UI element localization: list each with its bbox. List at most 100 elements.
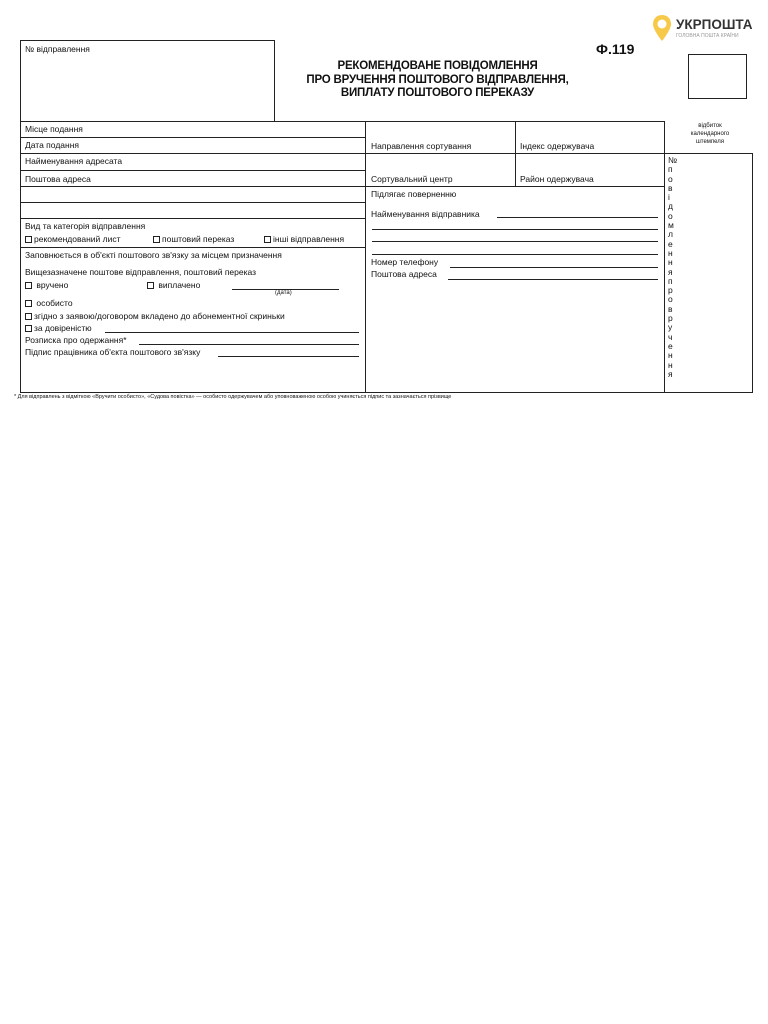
vertical-letter: е <box>668 340 673 351</box>
receipt-label: Розписка про одержання* <box>25 335 127 345</box>
title-line: ВИПЛАТУ ПОШТОВОГО ПЕРЕКАЗУ <box>340 87 535 99</box>
stamp-label: відбиток календарного штемпеля <box>670 122 750 146</box>
vertical-letter: у <box>668 322 673 333</box>
vertical-letter: п <box>668 164 673 175</box>
page-title: РЕКОМЕНДОВАНЕ ПОВІДОМЛЕННЯ ПРО ВРУЧЕННЯ … <box>260 60 615 101</box>
address-line-2[interactable] <box>20 186 366 203</box>
vertical-letter: о <box>668 294 673 305</box>
above-label: Вищезазначене поштове відправлення, пошт… <box>25 267 257 277</box>
sender-name-label: Найменування відправника <box>371 209 480 219</box>
checkbox-label: інші відправлення <box>273 234 345 244</box>
checkbox[interactable] <box>25 282 32 289</box>
stamp-label-line: відбиток <box>698 123 722 129</box>
shipment-number-label: № відправлення <box>25 44 90 54</box>
vertical-letter: о <box>668 210 673 221</box>
checkbox-label: за довіреністю <box>34 323 92 333</box>
date-input-line[interactable] <box>232 289 339 290</box>
date-field[interactable]: Дата подання <box>20 137 366 154</box>
proxy-input-line[interactable] <box>105 332 359 333</box>
checkbox-label: вручено <box>36 280 69 290</box>
vertical-letter: я <box>668 266 673 277</box>
checkbox-label: згідно з заявою/договором вкладено до аб… <box>34 311 285 321</box>
vertical-letter: д <box>668 201 673 212</box>
checkbox[interactable] <box>25 325 32 332</box>
vertical-letter: м <box>668 220 674 231</box>
return-label: Підлягає поверненню <box>371 189 457 199</box>
checkbox-label: особисто <box>36 298 73 308</box>
sort-center-label: Сортувальний центр <box>371 174 453 184</box>
phone-input-line[interactable] <box>450 267 658 268</box>
vertical-letter: н <box>668 350 673 361</box>
receipt-input-line[interactable] <box>139 344 359 345</box>
category-registered-letter[interactable]: рекомендований лист <box>25 234 121 244</box>
checkbox[interactable] <box>25 313 32 320</box>
stamp-label-line: штемпеля <box>695 139 725 145</box>
personally-checkbox[interactable]: особисто <box>25 298 73 308</box>
sort-direction-label: Направлення сортування <box>371 141 472 151</box>
address-field[interactable]: Поштова адреса <box>20 170 366 187</box>
category-postal-transfer[interactable]: поштовий переказ <box>153 234 234 244</box>
vertical-letter: в <box>668 303 673 314</box>
checkbox[interactable] <box>25 236 32 243</box>
date-label: Дата подання <box>25 140 80 150</box>
sender-address-line[interactable] <box>448 279 658 280</box>
checkbox[interactable] <box>153 236 160 243</box>
sender-name-line-3[interactable] <box>372 241 658 242</box>
title-line: РЕКОМЕНДОВАНЕ ПОВІДОМЛЕННЯ <box>337 60 538 72</box>
shipment-number-field[interactable]: № відправлення <box>20 40 275 122</box>
checkbox-label: виплачено <box>158 280 201 290</box>
delivered-checkbox[interactable]: вручено <box>25 280 68 290</box>
vertical-letter: № <box>668 155 678 165</box>
vertical-letter: і <box>668 192 670 203</box>
proxy-checkbox[interactable]: за довіреністю <box>25 323 92 333</box>
address-line-3[interactable] <box>20 202 366 219</box>
stamp-placeholder-box <box>688 54 747 99</box>
vertical-letter: ч <box>668 331 673 342</box>
sender-name-line-2[interactable] <box>372 229 658 230</box>
vertical-letter: п <box>668 275 673 286</box>
destination-section: Заповнюється в об'єкті поштового зв'язку… <box>20 247 366 393</box>
signature-input-line[interactable] <box>218 356 359 357</box>
checkbox[interactable] <box>147 282 154 289</box>
logo-tagline: ГОЛОВНА ПОШТА КРАЇНИ <box>676 33 739 39</box>
vertical-letter: л <box>668 229 673 240</box>
recipient-district-field[interactable]: Район одержувача <box>515 153 665 187</box>
sender-name-line-4[interactable] <box>372 254 658 255</box>
vertical-letter: н <box>668 247 673 258</box>
paid-checkbox[interactable]: виплачено <box>147 280 200 290</box>
sort-center-field[interactable]: Сортувальний центр <box>365 153 516 187</box>
recipient-district-label: Район одержувача <box>520 174 594 184</box>
phone-label: Номер телефону <box>371 257 439 267</box>
category-label: Вид та категорія відправлення <box>25 221 146 231</box>
vertical-letter: н <box>668 257 673 268</box>
vertical-letter: я <box>668 368 673 379</box>
footnote: * Для відправлень з відміткою «Вручити о… <box>14 394 452 400</box>
addressee-label: Найменування адресата <box>25 156 123 166</box>
ukrposhta-logo: УКРПОШТА ГОЛОВНА ПОШТА КРАЇНИ <box>652 14 757 44</box>
checkbox-label: поштовий переказ <box>162 234 235 244</box>
notice-number-field[interactable] <box>664 153 753 393</box>
vertical-letter: р <box>668 313 673 324</box>
stamp-label-line: календарного <box>690 131 730 137</box>
sender-name-line[interactable] <box>497 217 658 218</box>
category-other[interactable]: інші відправлення <box>264 234 344 244</box>
sort-direction-field[interactable]: Направлення сортування <box>365 121 516 154</box>
place-field[interactable]: Місце подання <box>20 121 366 138</box>
destination-label: Заповнюється в об'єкті поштового зв'язку… <box>25 250 282 260</box>
checkbox[interactable] <box>25 300 32 307</box>
title-line: ПРО ВРУЧЕННЯ ПОШТОВОГО ВІДПРАВЛЕННЯ, <box>306 73 569 86</box>
vertical-letter: в <box>668 182 673 193</box>
addressee-field[interactable]: Найменування адресата <box>20 153 366 171</box>
place-label: Місце подання <box>25 124 83 134</box>
location-pin-icon <box>653 15 671 41</box>
checkbox[interactable] <box>264 236 271 243</box>
recipient-index-field[interactable]: Індекс одержувача <box>515 121 665 154</box>
checkbox-label: рекомендований лист <box>34 234 121 244</box>
vertical-letter: е <box>668 238 673 249</box>
mailbox-checkbox[interactable]: згідно з заявою/договором вкладено до аб… <box>25 311 285 321</box>
date-caption: (дата) <box>275 290 292 296</box>
vertical-letter: р <box>668 285 673 296</box>
vertical-letter: о <box>668 173 673 184</box>
sender-address-label: Поштова адреса <box>371 269 437 279</box>
